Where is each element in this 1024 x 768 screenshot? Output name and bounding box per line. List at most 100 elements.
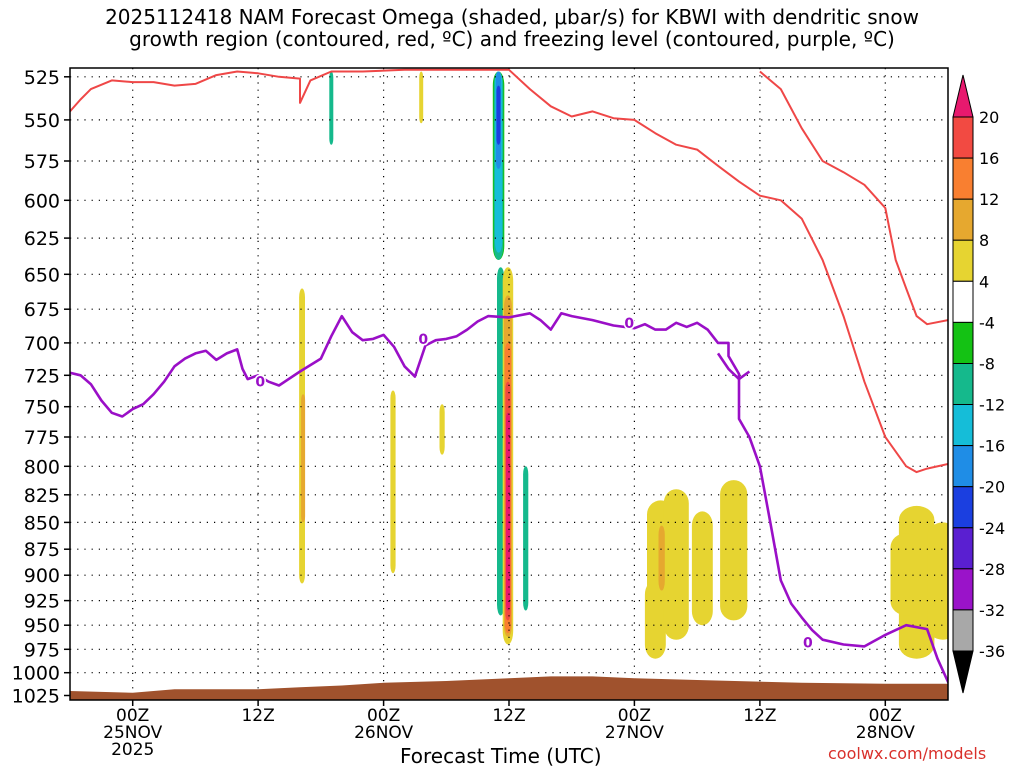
colorbar-box--32	[952, 568, 974, 611]
colorbar-label-6: -8	[979, 355, 995, 374]
omega-shade-42	[890, 533, 922, 616]
y-tick-label-1000: 1000	[12, 663, 60, 685]
omega-shade-10	[412, 71, 417, 249]
colorbar-label-10: -24	[979, 519, 1005, 538]
colorbar-box--12	[952, 363, 974, 406]
y-tick-label-875: 875	[24, 539, 60, 561]
freezing-level-line-1	[716, 352, 751, 381]
colorbar-label-4: 4	[979, 272, 989, 291]
y-tick-label-550: 550	[24, 110, 60, 132]
colorbar-label-5: -4	[979, 313, 995, 332]
colorbar-label-8: -16	[979, 437, 1005, 456]
colorbar-box-12	[952, 157, 974, 200]
x-tick-date-30: 26NOV	[354, 723, 413, 743]
colorbar-box--8	[952, 321, 974, 364]
axes-layer: 525 550 575 600 625 650 675 700 725 750 775 800 825 8…	[12, 67, 949, 760]
y-tick-label-700: 700	[24, 333, 60, 355]
colorbar-box--24	[952, 486, 974, 529]
omega-shade-8	[390, 390, 396, 574]
omega-shade-35	[644, 580, 666, 659]
colorbar-box--36	[952, 609, 974, 652]
freezing-level-label-1: 0	[418, 332, 428, 348]
omega-shade-13	[439, 404, 445, 455]
y-tick-label-775: 775	[24, 427, 60, 449]
colorbar-box--20	[952, 445, 974, 488]
x-tick-label-42: 12Z	[492, 706, 525, 726]
omega-shade-12	[428, 425, 435, 536]
omega-shade-9	[407, 375, 412, 467]
omega-shade-19	[496, 85, 501, 145]
colorbar: 20 16 12 8 4 -4 -8 -12 -16 -20 -24 -28 -32 -36	[952, 74, 1005, 694]
y-tick-label-925: 925	[24, 591, 60, 613]
y-tick-label-825: 825	[24, 485, 60, 507]
y-tick-label-950: 950	[24, 615, 60, 637]
y-tick-label-525: 525	[24, 67, 60, 89]
terrain-layer	[70, 676, 948, 700]
colorbar-box-4	[952, 239, 974, 282]
y-tick-label-900: 900	[24, 565, 60, 587]
x-tick-date-54: 27NOV	[605, 723, 664, 743]
y-tick-label-675: 675	[24, 299, 60, 321]
omega-shade-3	[308, 511, 313, 546]
colorbar-box-16	[952, 116, 974, 159]
terrain-fill	[70, 676, 948, 700]
omega-shade-6	[348, 76, 356, 204]
freezing-level-line-0	[70, 312, 948, 685]
omega-shade-41	[927, 522, 948, 640]
omega-shade-2	[301, 394, 306, 523]
omega-shade-21	[497, 267, 505, 616]
colorbar-label-9: -20	[979, 478, 1005, 497]
freezing-level-label-0: 0	[255, 375, 265, 391]
grid-layer	[70, 68, 948, 700]
colorbar-label-13: -36	[979, 642, 1005, 661]
omega-shade-11	[419, 71, 424, 124]
omega-shading-layer	[276, 71, 948, 659]
x-tick-label-78: 00Z	[869, 706, 902, 726]
omega-shade-0	[276, 458, 284, 574]
y-tick-label-850: 850	[24, 512, 60, 534]
y-tick-label-1025: 1025	[12, 686, 60, 708]
y-tick-label-650: 650	[24, 264, 60, 286]
omega-shade-5	[329, 71, 334, 145]
y-tick-label-975: 975	[24, 639, 60, 661]
omega-shade-38	[658, 525, 665, 591]
colorbar-box--16	[952, 404, 974, 447]
colorbar-label-2: 12	[979, 190, 999, 209]
colorbar-label-3: 8	[979, 231, 989, 250]
y-tick-label-750: 750	[24, 397, 60, 419]
freezing-level-label-2: 0	[624, 316, 634, 332]
credit-link[interactable]: coolwx.com/models	[828, 744, 987, 763]
y-tick-label-600: 600	[24, 190, 60, 212]
chart-title-line-2: growth region (contoured, red, ºC) and f…	[129, 27, 895, 51]
omega-shade-37	[691, 511, 713, 626]
y-tick-label-625: 625	[24, 228, 60, 250]
chart-title-line-1: 2025112418 NAM Forecast Omega (shaded, μ…	[105, 5, 919, 29]
x-tick-year-6: 2025	[111, 740, 154, 760]
x-tick-label-66: 12Z	[743, 706, 776, 726]
colorbar-top-arrow	[952, 74, 974, 118]
colorbar-label-7: -12	[979, 396, 1005, 415]
omega-shade-30	[538, 119, 543, 231]
freezing-level-label-3: 0	[803, 636, 813, 652]
colorbar-label-12: -32	[979, 601, 1005, 620]
y-tick-label-800: 800	[24, 456, 60, 478]
colorbar-box--4	[952, 280, 974, 323]
omega-shade-36	[663, 489, 689, 640]
colorbar-label-1: 16	[979, 149, 999, 168]
omega-shade-33	[658, 230, 663, 350]
omega-shade-31	[578, 390, 583, 437]
chart-title: 2025112418 NAM Forecast Omega (shaded, μ…	[0, 6, 1024, 50]
contour-layer: 0 0 0 0	[70, 68, 948, 685]
colorbar-box--28	[952, 527, 974, 570]
x-tick-date-78: 28NOV	[856, 723, 915, 743]
x-axis-label: Forecast Time (UTC)	[400, 744, 602, 768]
x-tick-date-6: 25NOV	[103, 723, 162, 743]
colorbar-bottom-arrow	[952, 650, 974, 694]
y-tick-label-725: 725	[24, 365, 60, 387]
x-tick-label-30: 00Z	[367, 706, 400, 726]
colorbar-label-0: 20	[979, 108, 999, 127]
colorbar-label-11: -28	[979, 560, 1005, 579]
x-tick-label-6: 00Z	[116, 706, 149, 726]
omega-shade-32	[613, 412, 626, 621]
